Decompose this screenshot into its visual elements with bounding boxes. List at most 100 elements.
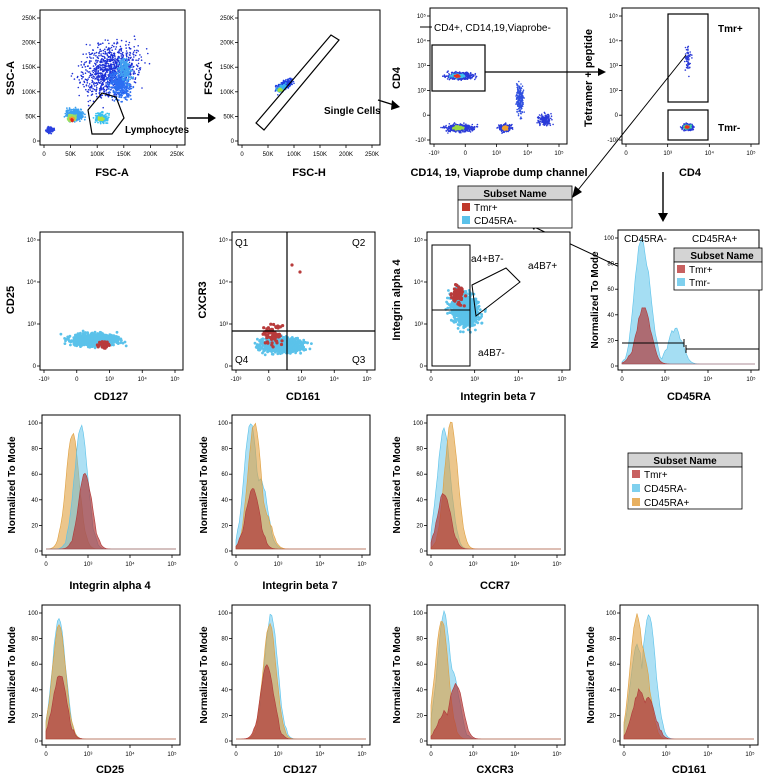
data-point xyxy=(276,89,278,92)
data-point xyxy=(93,54,95,56)
data-point xyxy=(83,63,85,65)
data-point xyxy=(134,38,136,41)
data-point xyxy=(84,78,87,81)
data-point xyxy=(516,111,518,113)
data-point xyxy=(116,82,119,85)
data-point xyxy=(94,121,97,124)
data-point xyxy=(80,61,83,63)
data-point xyxy=(518,87,521,89)
data-point xyxy=(468,125,471,127)
data-point xyxy=(84,113,86,116)
data-point xyxy=(85,53,87,55)
data-point xyxy=(83,80,85,83)
data-point xyxy=(468,75,470,78)
data-point xyxy=(99,66,102,68)
data-point xyxy=(90,90,93,93)
data-point xyxy=(124,98,127,100)
data-point xyxy=(444,76,447,79)
data-point xyxy=(104,68,106,70)
data-point xyxy=(120,55,123,57)
data-point xyxy=(88,71,91,73)
data-point xyxy=(104,52,107,54)
data-point xyxy=(80,64,82,66)
data-point xyxy=(137,50,140,52)
data-point xyxy=(474,77,477,79)
data-point xyxy=(88,76,90,79)
data-point xyxy=(133,70,135,72)
data-point xyxy=(121,56,123,59)
data-point xyxy=(518,80,520,83)
data-point xyxy=(115,71,117,74)
data-point xyxy=(109,64,112,67)
data-point xyxy=(120,59,122,62)
data-point xyxy=(132,73,135,75)
data-point xyxy=(111,49,113,51)
data-point xyxy=(100,114,103,116)
data-point xyxy=(100,86,102,89)
data-point xyxy=(74,108,77,111)
data-point xyxy=(78,117,80,119)
data-point xyxy=(108,69,111,72)
data-point xyxy=(462,72,465,74)
data-point xyxy=(114,48,117,50)
data-point xyxy=(77,65,80,67)
data-point xyxy=(77,119,79,121)
y-tick-label: 100K xyxy=(22,90,36,96)
panel-cd4-dump: CD4+, CD14,19,Viaprobe- CD14, 19, Viapro… xyxy=(391,7,588,179)
data-point xyxy=(458,127,460,130)
data-point xyxy=(110,63,113,66)
data-point xyxy=(125,73,128,76)
data-point xyxy=(447,130,450,132)
data-point xyxy=(275,88,277,90)
data-point xyxy=(72,111,74,114)
data-point xyxy=(127,87,129,90)
data-point xyxy=(102,58,105,61)
data-point xyxy=(81,71,84,74)
data-point xyxy=(128,83,131,85)
data-point xyxy=(128,41,131,44)
data-point xyxy=(101,83,103,86)
data-point xyxy=(120,96,122,99)
data-point xyxy=(97,70,99,72)
data-point xyxy=(445,124,447,127)
data-point xyxy=(99,96,102,98)
gate-label-single-cells: Single Cells xyxy=(324,106,381,117)
data-point xyxy=(103,65,105,67)
data-point xyxy=(120,47,122,50)
data-point xyxy=(127,96,130,98)
data-point xyxy=(133,46,135,48)
data-point xyxy=(115,46,118,48)
data-point xyxy=(97,67,100,70)
data-point xyxy=(128,54,131,56)
y-tick-label: 50K xyxy=(25,114,36,120)
data-point xyxy=(49,131,51,134)
data-point xyxy=(122,63,125,66)
data-point xyxy=(130,77,133,80)
data-point xyxy=(130,66,133,68)
data-point xyxy=(520,83,522,85)
data-point xyxy=(89,44,91,46)
data-point xyxy=(96,83,99,86)
data-point xyxy=(140,56,143,58)
data-point xyxy=(105,72,107,74)
x-tick-label: 150K xyxy=(313,152,327,158)
data-point xyxy=(517,96,520,99)
data-point xyxy=(464,72,466,75)
data-point xyxy=(125,47,127,49)
data-point xyxy=(118,57,121,60)
data-point xyxy=(82,73,84,75)
data-point xyxy=(113,42,115,45)
data-point xyxy=(107,82,109,84)
data-point xyxy=(90,60,92,62)
data-point xyxy=(107,64,110,67)
data-point xyxy=(75,119,78,122)
data-point xyxy=(125,91,127,94)
data-point xyxy=(91,76,93,79)
data-point xyxy=(117,67,120,69)
data-point xyxy=(93,83,95,85)
data-point xyxy=(97,72,99,75)
data-point xyxy=(118,80,121,83)
data-point xyxy=(83,118,86,121)
data-point xyxy=(516,108,518,111)
